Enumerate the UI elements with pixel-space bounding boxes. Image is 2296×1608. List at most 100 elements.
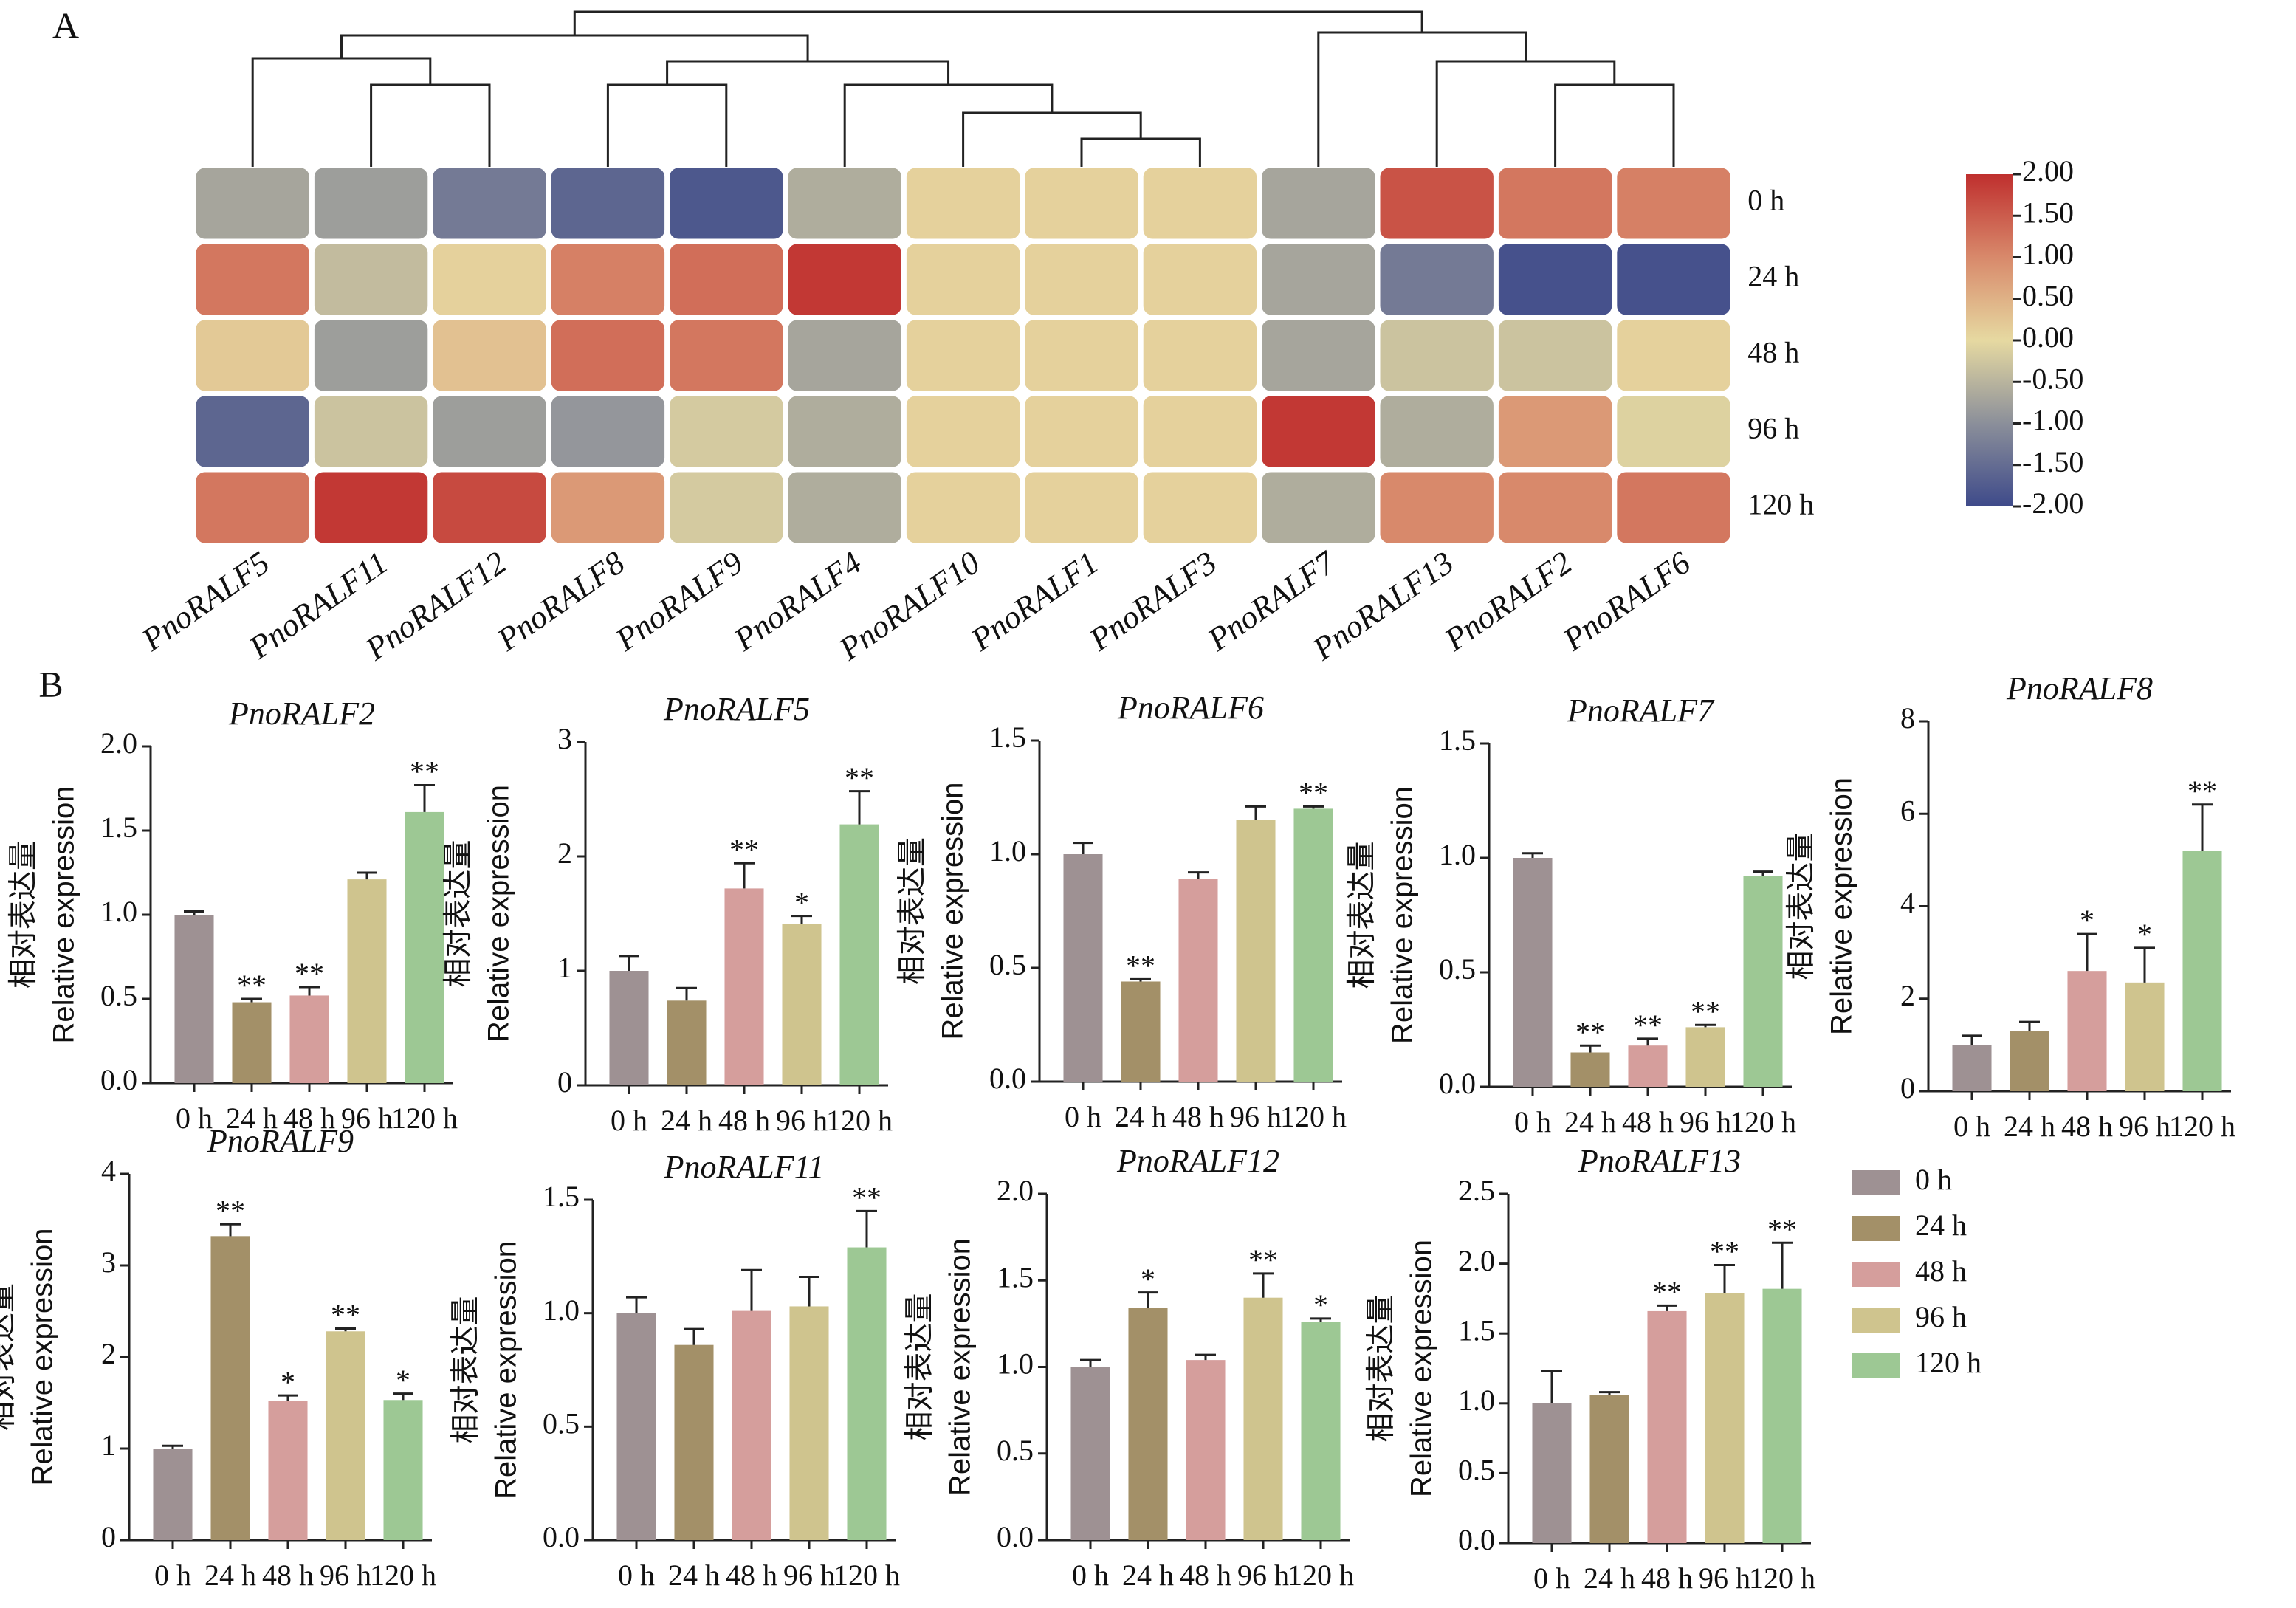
row-label: 120 h <box>1747 488 1814 521</box>
color-bar-label: -0.50 <box>2022 362 2083 395</box>
y-tick-label: 0.0 <box>1439 1067 1476 1100</box>
y-tick-label: 1.5 <box>100 811 137 844</box>
x-tick-label: 0 h <box>1533 1561 1570 1595</box>
bar <box>609 971 649 1085</box>
bar <box>2067 971 2107 1091</box>
x-tick-label: 0 h <box>618 1559 655 1592</box>
y-tick-label: 1.0 <box>543 1293 580 1327</box>
heatmap-cell <box>1498 320 1612 391</box>
y-tick-label: 0 <box>1900 1071 1915 1104</box>
legend-swatch <box>1852 1353 1900 1378</box>
y-tick-label: 0.0 <box>989 1062 1026 1095</box>
x-tick-label: 48 h <box>1641 1561 1693 1595</box>
bar <box>616 1313 656 1540</box>
heatmap-cell <box>196 244 309 315</box>
y-tick-label: 3 <box>101 1245 116 1279</box>
x-tick-label: 24 h <box>2004 1110 2055 1143</box>
error-bar <box>1188 871 1209 879</box>
y-axis-label: 相对表达量 <box>1346 842 1378 989</box>
error-bar <box>2134 946 2155 983</box>
color-bar <box>1966 174 2013 506</box>
y-tick-label: 1.0 <box>989 834 1026 867</box>
error-bar <box>241 997 262 1003</box>
error-bar <box>1962 1034 1982 1045</box>
color-bar-label: 1.50 <box>2022 196 2074 229</box>
y-axis-label: Relative expression <box>48 786 80 1043</box>
significance: * <box>794 886 809 919</box>
significance: ** <box>729 833 759 866</box>
error-bar <box>619 955 639 971</box>
x-tick-label: 96 h <box>1699 1561 1750 1595</box>
heatmap-cell <box>670 244 783 315</box>
error-bar <box>684 1327 704 1345</box>
y-axis-label: Relative expression <box>1826 777 1858 1035</box>
y-tick-label: 2.5 <box>1458 1174 1495 1207</box>
y-tick-label: 1.5 <box>1458 1313 1495 1347</box>
heatmap-cell <box>314 472 428 543</box>
row-label: 48 h <box>1747 336 1799 369</box>
heatmap-cell <box>906 396 1020 467</box>
x-tick-label: 96 h <box>783 1559 835 1592</box>
bar <box>782 924 822 1085</box>
x-tick-label: 96 h <box>1680 1105 1731 1138</box>
y-axis-label: Relative expression <box>483 785 515 1042</box>
heatmap-cell <box>1617 320 1730 391</box>
y-tick-label: 1.0 <box>997 1347 1034 1381</box>
x-tick-label: 120 h <box>2169 1110 2235 1143</box>
significance: ** <box>1710 1235 1739 1268</box>
heatmap-cell <box>551 244 665 315</box>
bar <box>847 1247 887 1540</box>
y-tick-label: 1.0 <box>1439 838 1476 871</box>
x-tick-label: 96 h <box>1237 1559 1289 1592</box>
heatmap-cell <box>1025 320 1138 391</box>
bar <box>1121 981 1161 1082</box>
significance: ** <box>2187 774 2217 808</box>
error-bar <box>184 910 204 915</box>
significance: * <box>1313 1288 1328 1322</box>
heatmap-cell <box>1380 168 1494 239</box>
error-bar <box>1599 1391 1620 1395</box>
y-tick-label: 2 <box>557 836 572 870</box>
x-tick-label: 48 h <box>1172 1100 1224 1133</box>
error-bar <box>414 783 435 812</box>
row-label: 0 h <box>1747 184 1784 217</box>
y-tick-label: 3 <box>557 722 572 755</box>
heatmap-cell <box>1262 244 1375 315</box>
x-tick-label: 24 h <box>668 1559 720 1592</box>
legend-label: 24 h <box>1915 1209 1967 1242</box>
y-axis-label: 相对表达量 <box>896 837 929 985</box>
error-bar <box>1130 977 1151 982</box>
heatmap-cell <box>196 320 309 391</box>
bar <box>789 1306 829 1540</box>
heatmap-cell <box>1143 244 1257 315</box>
heatmap-cell <box>906 244 1020 315</box>
y-axis-label: Relative expression <box>937 782 969 1040</box>
legend-label: 120 h <box>1915 1346 1981 1379</box>
y-tick-label: 1.5 <box>997 1260 1034 1293</box>
bar <box>2125 982 2165 1091</box>
y-tick-label: 6 <box>1900 794 1915 827</box>
heatmap-cell <box>1025 472 1138 543</box>
x-tick-label: 120 h <box>1280 1100 1347 1133</box>
x-tick-label: 120 h <box>833 1559 900 1592</box>
heatmap-cell <box>670 320 783 391</box>
error-bar <box>849 790 870 825</box>
x-tick-label: 0 h <box>1065 1100 1101 1133</box>
bar <box>326 1331 365 1540</box>
bar <box>1293 808 1333 1082</box>
bar <box>1628 1045 1668 1087</box>
heatmap-cell <box>1262 168 1375 239</box>
significance: ** <box>1126 949 1155 983</box>
error-bar <box>335 1327 356 1332</box>
bar <box>289 995 329 1083</box>
heatmap-cell <box>1025 396 1138 467</box>
y-tick-label: 0.0 <box>997 1520 1034 1553</box>
chart-title: PnoRALF12 <box>1116 1143 1279 1179</box>
color-bar-label: -2.00 <box>2022 487 2083 520</box>
y-tick-label: 0.0 <box>543 1520 580 1553</box>
error-bar <box>1253 1272 1274 1298</box>
color-bar-label: -1.00 <box>2022 404 2083 437</box>
bar <box>1532 1403 1572 1543</box>
heatmap-cell <box>314 396 428 467</box>
error-bar <box>220 1223 241 1237</box>
